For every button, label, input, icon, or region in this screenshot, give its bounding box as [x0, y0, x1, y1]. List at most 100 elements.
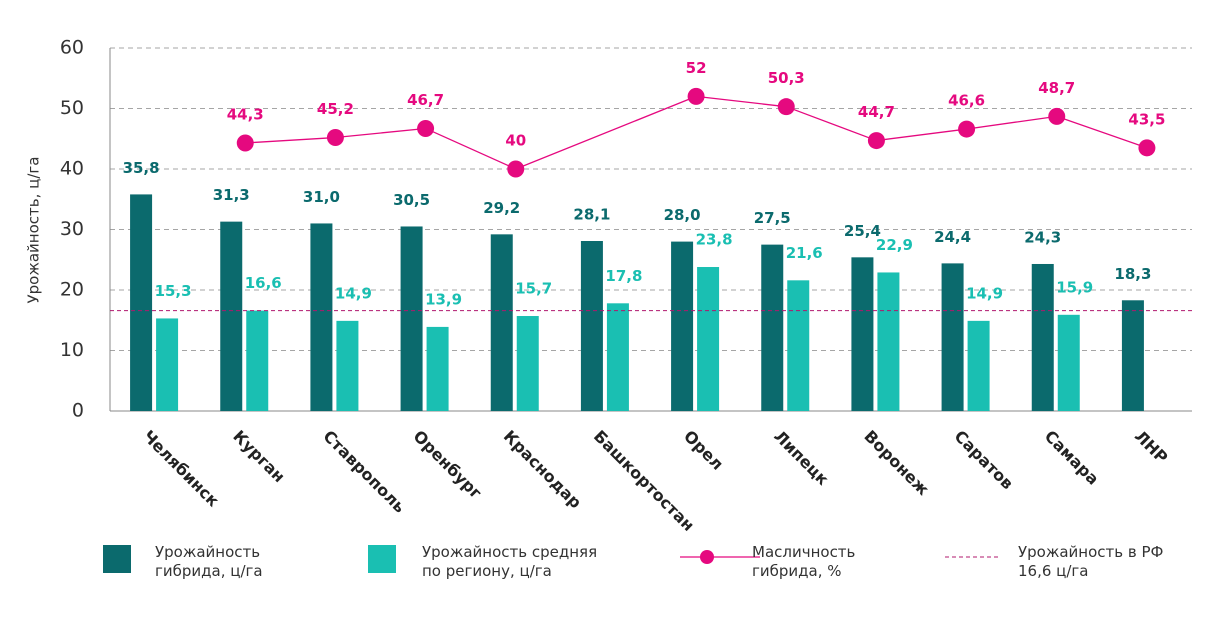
x-tick-label: Орел — [680, 427, 727, 474]
legend-label: Масличность гибрида, % — [752, 543, 856, 580]
bar — [787, 280, 810, 411]
data-label: 46,6 — [948, 92, 985, 110]
data-label: 50,3 — [768, 69, 805, 87]
legend-swatch — [103, 545, 131, 573]
y-tick-label: 40 — [60, 158, 84, 180]
line-point — [1138, 139, 1156, 157]
data-label: 24,3 — [1024, 228, 1061, 246]
line-segment — [696, 95, 787, 108]
legend-label: Урожайность средняя по региону, ц/га — [422, 543, 598, 580]
bar — [877, 272, 900, 411]
data-label: 35,8 — [123, 159, 160, 177]
x-tick-label: Саратов — [951, 427, 1018, 494]
y-tick-label: 60 — [60, 37, 84, 59]
data-label: 29,2 — [483, 199, 520, 217]
x-tick-label: Челябинск — [139, 427, 223, 511]
line-point — [326, 129, 344, 147]
bar — [851, 257, 874, 411]
bar — [490, 234, 513, 411]
x-tick-label: Башкортостан — [590, 427, 698, 535]
bar — [580, 240, 603, 411]
data-label: 28,0 — [664, 206, 701, 224]
bar — [697, 267, 720, 411]
data-label: 30,5 — [393, 191, 430, 209]
data-label: 18,3 — [1114, 265, 1151, 283]
line-point — [417, 119, 435, 137]
legend-label: Урожайность в РФ 16,6 ц/га — [1018, 543, 1164, 580]
data-label: 52 — [686, 59, 707, 77]
x-tick-label: Липецк — [770, 427, 832, 489]
bar — [1057, 314, 1080, 411]
bar — [967, 320, 990, 411]
bar — [1121, 300, 1144, 411]
data-label: 14,9 — [966, 284, 1003, 302]
line-point — [507, 160, 525, 178]
line-segment — [245, 136, 336, 144]
y-axis-label: Урожайность, ц/га — [25, 157, 43, 304]
bar — [671, 241, 694, 411]
data-label: 40 — [505, 132, 526, 150]
bar — [1031, 263, 1054, 411]
data-label: 15,7 — [515, 280, 552, 298]
x-tick-label: Краснодар — [500, 427, 586, 513]
y-tick-label: 30 — [60, 218, 84, 240]
data-label: 15,3 — [155, 282, 192, 300]
x-tick-label: Самара — [1041, 427, 1103, 489]
data-label: 44,3 — [227, 105, 264, 123]
data-label: 13,9 — [425, 290, 462, 308]
line-point — [958, 120, 976, 138]
line-point — [687, 87, 705, 105]
x-tick-label: Оренбург — [410, 427, 486, 503]
x-tick-label: Воронеж — [860, 427, 933, 500]
y-tick-label: 10 — [60, 339, 84, 361]
line-segment — [966, 115, 1057, 130]
bar — [516, 316, 539, 411]
data-label: 31,3 — [213, 186, 250, 204]
data-label: 48,7 — [1038, 79, 1075, 97]
line-segment — [425, 127, 517, 170]
line-segment — [876, 128, 967, 142]
bar — [130, 194, 153, 411]
line-segment — [1056, 115, 1148, 149]
bar — [400, 226, 423, 411]
data-label: 24,4 — [934, 228, 971, 246]
y-tick-label: 50 — [60, 97, 84, 119]
line-segment — [335, 127, 426, 139]
bar — [220, 221, 243, 411]
bar — [310, 223, 333, 411]
data-label: 45,2 — [317, 100, 354, 118]
data-label: 28,1 — [573, 205, 610, 223]
x-tick-label: Курган — [229, 427, 289, 487]
bar — [606, 303, 629, 411]
bar — [426, 326, 449, 411]
legend-dot — [700, 550, 714, 564]
data-label: 23,8 — [696, 231, 733, 249]
data-label: 15,9 — [1056, 278, 1093, 296]
data-label: 44,7 — [858, 103, 895, 121]
bar — [761, 244, 784, 411]
line-point — [867, 132, 885, 150]
x-tick-label: Ставрополь — [319, 427, 409, 517]
bar — [156, 318, 179, 411]
data-label: 25,4 — [844, 222, 881, 240]
line-point — [236, 134, 254, 152]
data-label: 22,9 — [876, 236, 913, 254]
line-point — [777, 98, 795, 116]
data-label: 17,8 — [605, 267, 642, 285]
y-tick-label: 20 — [60, 279, 84, 301]
data-label: 14,9 — [335, 284, 372, 302]
data-label: 21,6 — [786, 244, 823, 262]
line-segment — [515, 95, 697, 170]
data-label: 43,5 — [1128, 110, 1165, 128]
y-tick-label: 0 — [72, 400, 84, 422]
legend-label: Урожайность гибрида, ц/га — [155, 543, 263, 580]
data-label: 16,6 — [245, 274, 282, 292]
x-tick-label: ЛНР — [1131, 427, 1172, 468]
data-label: 31,0 — [303, 188, 340, 206]
legend-swatch — [368, 545, 396, 573]
line-point — [1048, 107, 1066, 125]
bar — [246, 310, 269, 411]
bar — [336, 320, 359, 411]
